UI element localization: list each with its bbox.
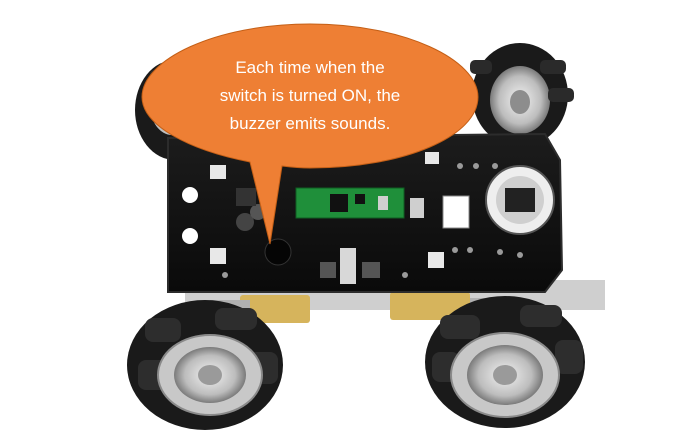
rear-right-wheel	[470, 43, 574, 147]
callout-line-3: buzzer emits sounds.	[229, 114, 391, 133]
callout-line-2: switch is turned ON, the	[219, 86, 401, 105]
callout-line-1: Each time when the	[235, 58, 385, 77]
speech-bubble	[141, 23, 479, 245]
front-right-wheel	[425, 296, 585, 428]
callout-text: Each time when the switch is turned ON, …	[170, 54, 450, 138]
front-left-wheel	[127, 300, 283, 430]
